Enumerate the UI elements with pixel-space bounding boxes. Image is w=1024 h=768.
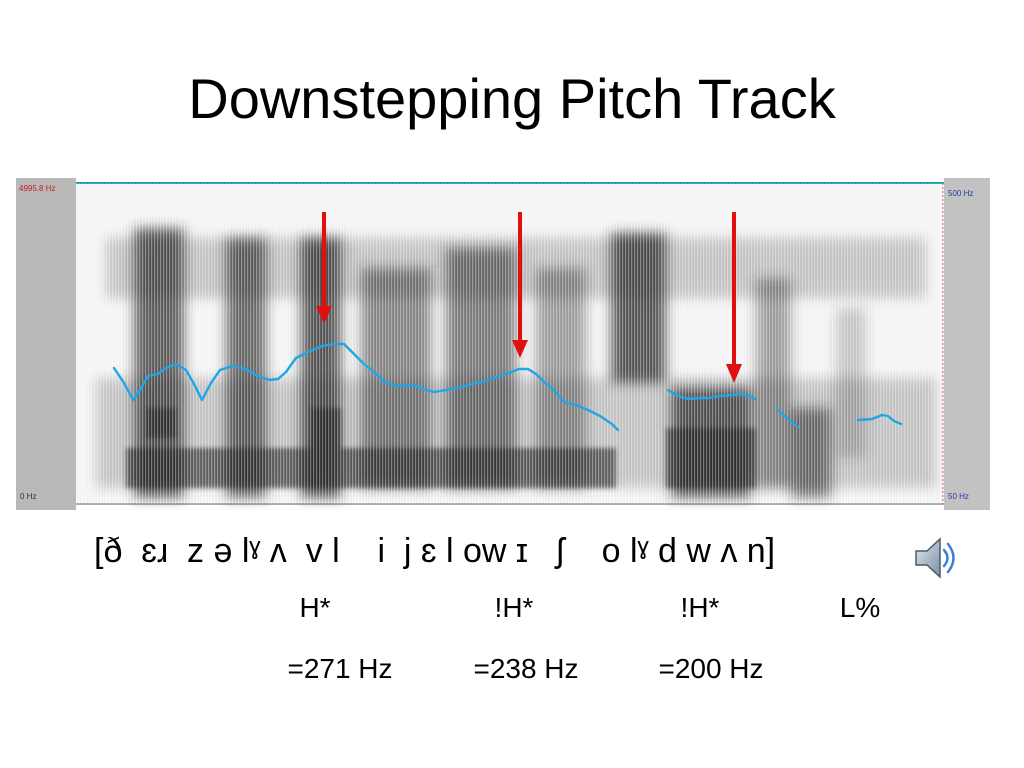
freq-bottom-label: 0 Hz <box>20 492 36 501</box>
arrow-3-head <box>726 364 742 383</box>
pitch-top-label: 500 Hz <box>948 189 973 198</box>
tone-arrows <box>316 212 742 383</box>
page-title: Downstepping Pitch Track <box>188 67 836 130</box>
speaker-icon[interactable] <box>910 532 962 584</box>
arrow-2-head <box>512 340 528 358</box>
pitch-track <box>112 342 903 432</box>
spectrogram-panel: 4995.8 Hz 0 Hz 500 Hz 50 Hz <box>16 178 990 510</box>
arrow-1-head <box>316 306 332 324</box>
tone-hz-2: =238 Hz <box>473 653 579 684</box>
tone-label-3: !H* <box>680 592 720 623</box>
freq-top-label: 4995.8 Hz <box>19 184 55 193</box>
tone-label-4: L% <box>839 592 881 623</box>
tone-label-1: H* <box>299 592 331 623</box>
tone-hz-3: =200 Hz <box>658 653 764 684</box>
ipa-transcription: [ð ɛɹ z ə lˠ ʌ v l i j ɛ l ow ɪ ʃ o lˠ d… <box>94 532 776 570</box>
tone-label-2: !H* <box>494 592 534 623</box>
spectrogram-figure: 4995.8 Hz 0 Hz 500 Hz 50 Hz <box>16 178 990 510</box>
spectrogram-image <box>76 183 944 504</box>
pitch-bottom-label: 50 Hz <box>948 492 969 501</box>
tone-hz-1: =271 Hz <box>287 653 393 684</box>
